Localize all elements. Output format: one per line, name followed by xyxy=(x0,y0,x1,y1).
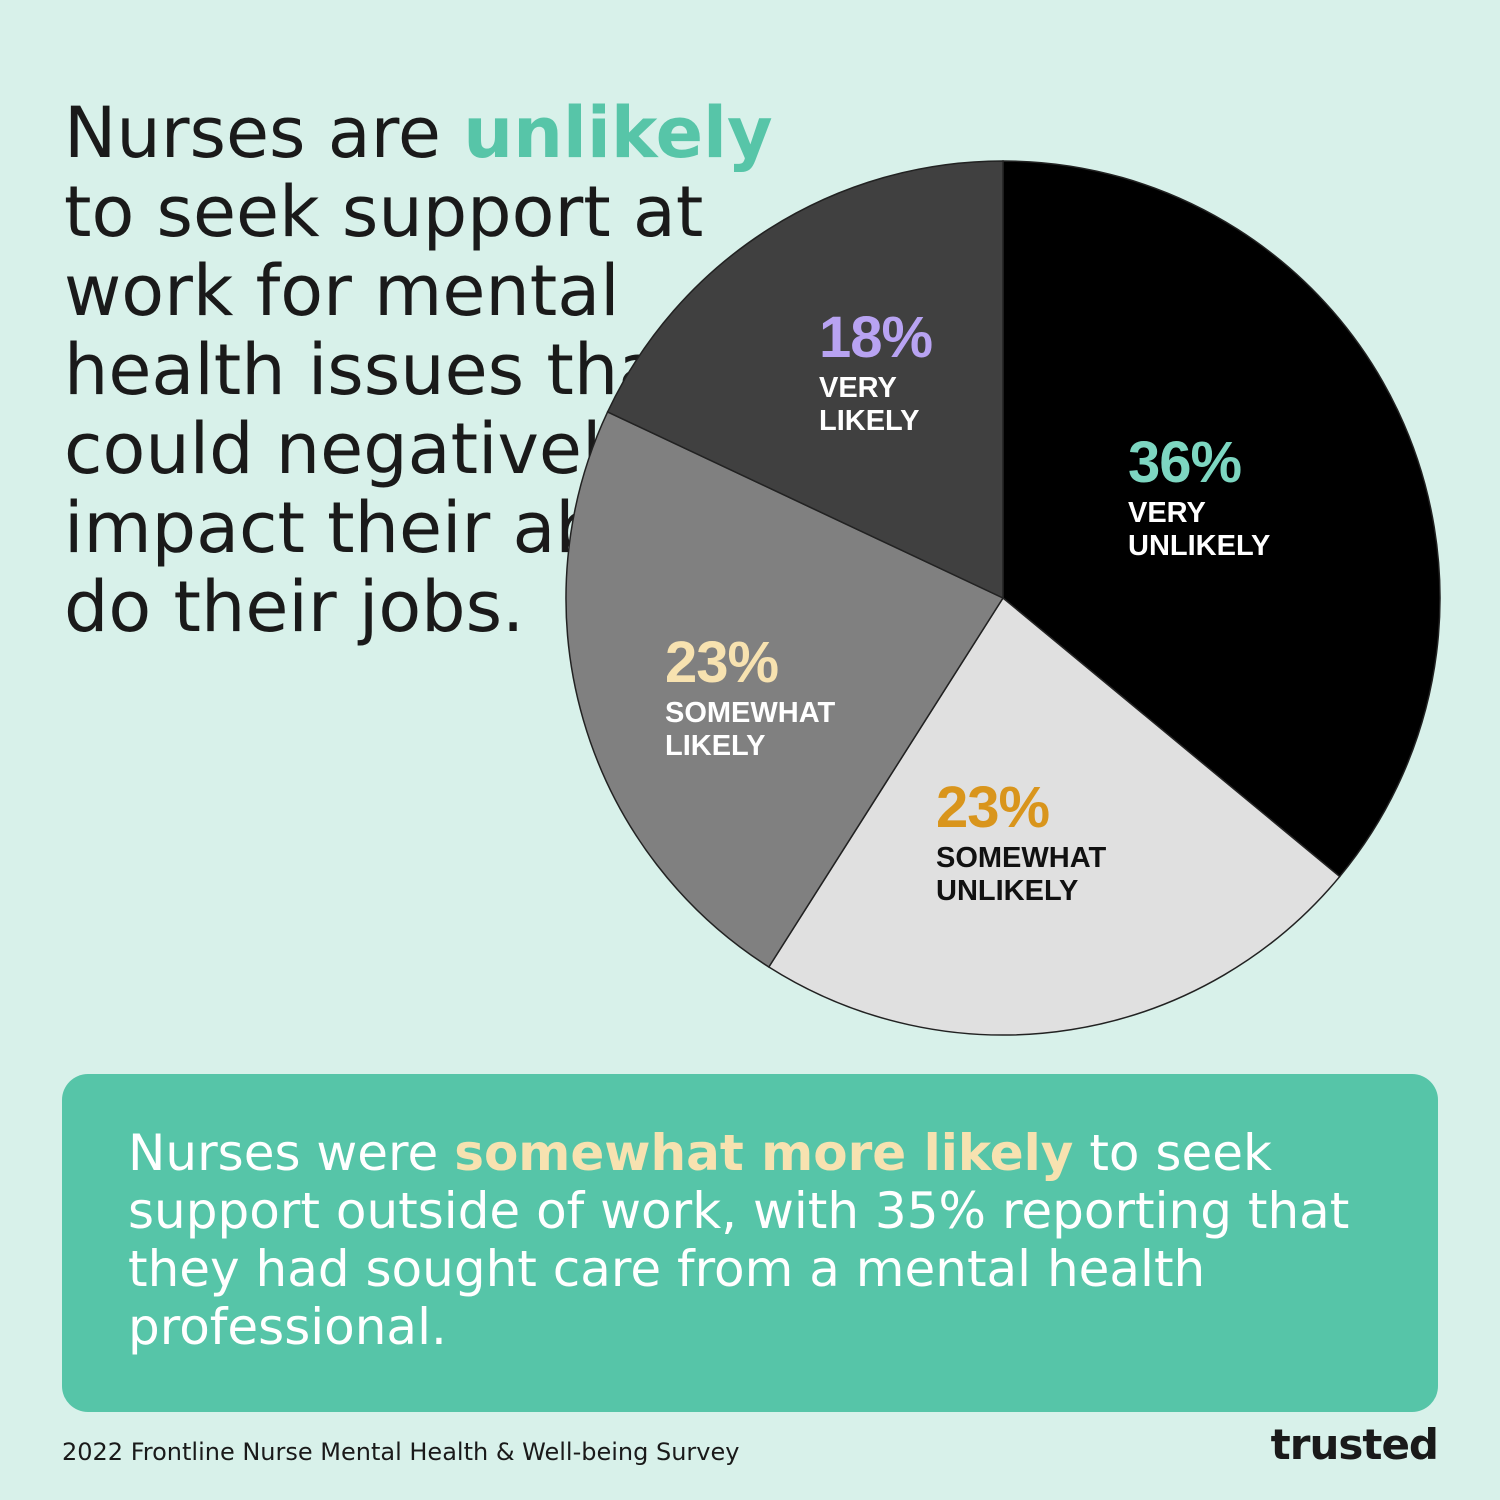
callout-highlight: somewhat more likely xyxy=(454,1124,1074,1182)
callout-prefix: Nurses were xyxy=(128,1124,439,1182)
callout-panel: Nurses were somewhat more likely to seek… xyxy=(62,1074,1438,1412)
brand-logo: trusted xyxy=(1270,1420,1439,1469)
headline-rest: to seek support at work for mental healt… xyxy=(64,171,820,648)
slice-category: VERY LIKELY xyxy=(819,372,920,437)
source-note: 2022 Frontline Nurse Mental Health & Wel… xyxy=(62,1438,740,1466)
slice-category: SOMEWHAT UNLIKELY xyxy=(936,842,1107,907)
headline-prefix: Nurses are xyxy=(64,92,441,174)
callout-rest: to seek support outside of work, with 35… xyxy=(128,1124,1350,1356)
pie-slice-somewhat-likely xyxy=(565,410,1005,969)
slice-label-somewhat-unlikely: 23% SOMEWHAT UNLIKELY xyxy=(936,778,1106,908)
slice-percent: 18% xyxy=(819,305,933,370)
slice-category: SOMEWHAT LIKELY xyxy=(665,697,836,762)
pie-slice-very-unlikely xyxy=(1002,160,1441,878)
slice-label-very-likely: 18% VERY LIKELY xyxy=(819,305,933,438)
callout-text: Nurses were somewhat more likely to seek… xyxy=(128,1124,1398,1356)
headline-highlight: unlikely xyxy=(463,92,773,174)
slice-percent: 23% xyxy=(665,630,779,695)
slice-percent: 23% xyxy=(936,775,1050,840)
slice-category: VERY UNLIKELY xyxy=(1128,497,1271,562)
headline: Nurses are unlikely to seek support at wo… xyxy=(64,94,824,647)
slice-percent: 36% xyxy=(1128,430,1242,495)
pie-slice-somewhat-unlikely xyxy=(767,596,1341,1036)
slice-label-very-unlikely: 36% VERY UNLIKELY xyxy=(1128,433,1270,563)
pie-slice-very-likely xyxy=(606,160,1004,600)
slice-label-somewhat-likely: 23% SOMEWHAT LIKELY xyxy=(665,633,835,763)
